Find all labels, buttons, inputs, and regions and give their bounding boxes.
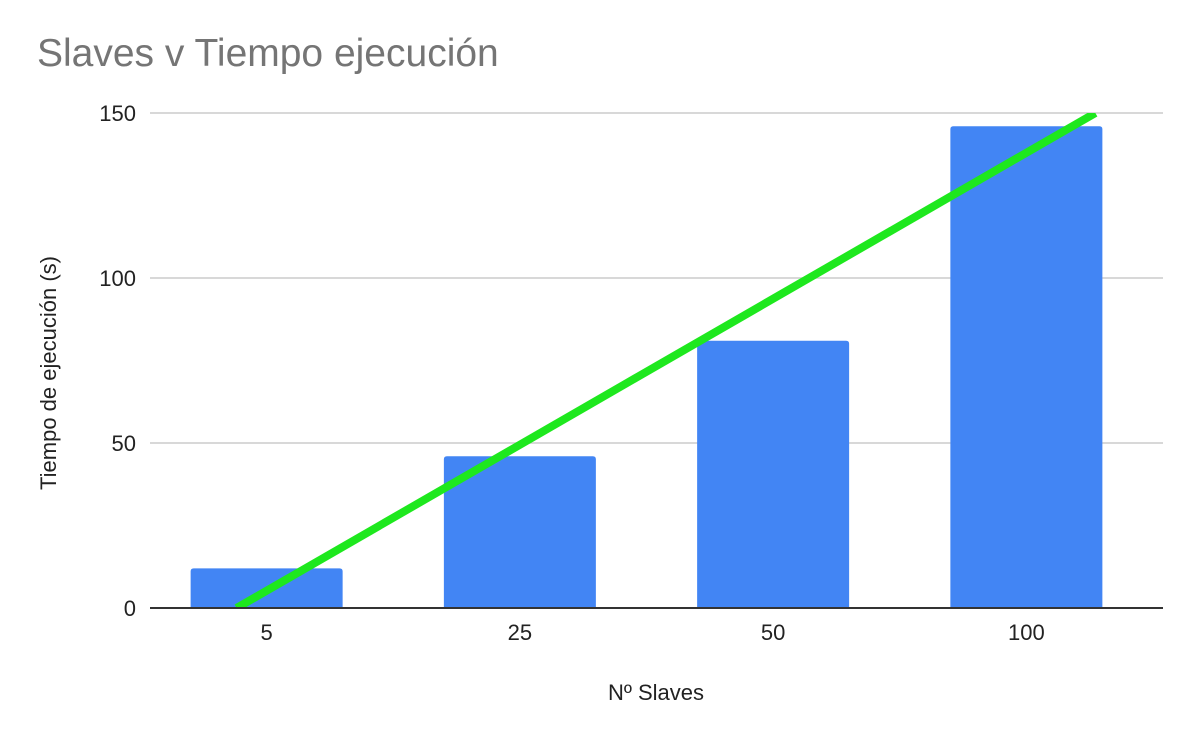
axes: 0 50 100 150 5 25 50 100 (99, 101, 1163, 645)
x-axis-label: Nº Slaves (608, 680, 704, 705)
x-tick-label: 5 (261, 620, 273, 645)
x-tick-label: 100 (1008, 620, 1045, 645)
bar (443, 456, 596, 608)
bars (190, 126, 1103, 608)
x-tick-label: 25 (508, 620, 532, 645)
y-tick-label: 100 (99, 266, 136, 291)
bar (950, 126, 1103, 608)
y-axis-label: Tiempo de ejecución (s) (36, 256, 61, 490)
x-tick-label: 50 (761, 620, 785, 645)
y-tick-label: 0 (124, 596, 136, 621)
trendline (234, 113, 1098, 608)
y-tick-label: 150 (99, 101, 136, 126)
chart-title: Slaves v Tiempo ejecución (37, 32, 499, 75)
y-tick-label: 50 (112, 431, 136, 456)
trendline-layer (234, 113, 1098, 608)
bar (697, 340, 850, 608)
